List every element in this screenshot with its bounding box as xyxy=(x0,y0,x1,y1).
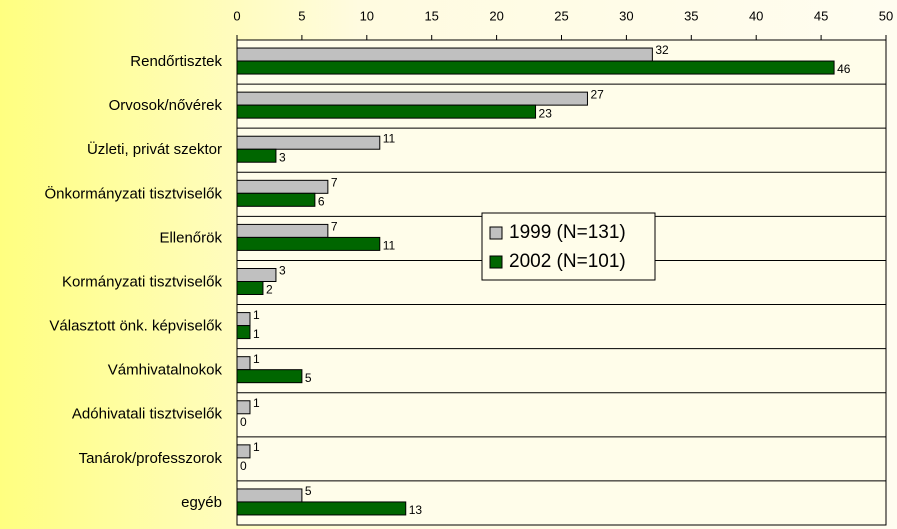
x-tick-label: 20 xyxy=(489,8,503,23)
bar xyxy=(236,488,303,503)
plot-area xyxy=(236,39,887,526)
x-tick-label: 10 xyxy=(360,8,374,23)
value-label: 3 xyxy=(279,264,286,278)
value-label: 3 xyxy=(279,150,286,164)
value-label: 5 xyxy=(305,484,312,498)
bar xyxy=(236,325,251,340)
x-tick-label: 30 xyxy=(619,8,633,23)
value-label: 32 xyxy=(655,43,669,57)
x-tick-label: 35 xyxy=(684,8,698,23)
value-label: 46 xyxy=(837,62,851,76)
bar xyxy=(236,179,329,194)
legend-swatch xyxy=(489,226,503,240)
bar xyxy=(236,192,316,207)
category-label: Adóhivatali tisztviselők xyxy=(72,406,223,423)
value-label: 13 xyxy=(409,503,423,517)
bar xyxy=(236,400,251,415)
value-label: 7 xyxy=(331,220,338,234)
x-tick-label: 0 xyxy=(233,8,240,23)
x-tick-label: 15 xyxy=(424,8,438,23)
bar xyxy=(236,356,251,371)
bar xyxy=(236,223,329,238)
bar xyxy=(236,369,303,384)
value-label: 23 xyxy=(539,106,553,120)
legend-label: 1999 (N=131) xyxy=(509,222,626,243)
legend-label: 2002 (N=101) xyxy=(509,251,626,272)
category-label: egyéb xyxy=(181,494,222,511)
category-label: Ellenőrök xyxy=(159,229,222,246)
value-label: 1 xyxy=(253,308,260,322)
bar xyxy=(236,104,537,119)
value-label: 7 xyxy=(331,175,338,189)
value-label: 1 xyxy=(253,327,260,341)
legend-box xyxy=(481,212,656,281)
bar xyxy=(236,312,251,327)
bar xyxy=(236,148,277,163)
value-label: 0 xyxy=(240,415,247,429)
bar xyxy=(236,281,264,295)
bar xyxy=(236,91,588,106)
x-tick-label: 25 xyxy=(554,8,568,23)
category-label: Tanárok/professzorok xyxy=(79,450,223,467)
value-label: 2 xyxy=(266,283,273,297)
bar xyxy=(236,60,835,75)
bar xyxy=(236,135,381,150)
category-label: Üzleti, privát szektor xyxy=(87,140,222,158)
value-label: 27 xyxy=(590,87,604,101)
bar xyxy=(236,268,277,282)
category-label: Rendőrtisztek xyxy=(130,53,222,70)
x-tick-label: 45 xyxy=(814,8,828,23)
bar xyxy=(236,444,251,459)
x-tick-label: 50 xyxy=(879,8,893,23)
bar xyxy=(236,47,653,62)
value-label: 5 xyxy=(305,371,312,385)
category-label: Vámhivatalnokok xyxy=(108,362,223,379)
value-label: 11 xyxy=(383,131,396,145)
category-label: Választott önk. képviselők xyxy=(49,318,222,335)
bar xyxy=(236,236,381,251)
x-tick-label: 40 xyxy=(749,8,763,23)
value-label: 1 xyxy=(253,440,260,454)
legend-swatch xyxy=(489,255,503,269)
category-label: Orvosok/nővérek xyxy=(109,97,223,114)
value-label: 11 xyxy=(383,239,396,253)
value-label: 0 xyxy=(240,459,247,473)
value-label: 1 xyxy=(253,352,260,366)
value-label: 6 xyxy=(318,194,325,208)
value-label: 1 xyxy=(253,396,260,410)
bar xyxy=(236,501,407,516)
category-label: Kormányzati tisztviselők xyxy=(62,273,223,290)
x-tick-label: 5 xyxy=(298,8,305,23)
category-label: Önkormányzati tisztviselők xyxy=(44,184,222,202)
